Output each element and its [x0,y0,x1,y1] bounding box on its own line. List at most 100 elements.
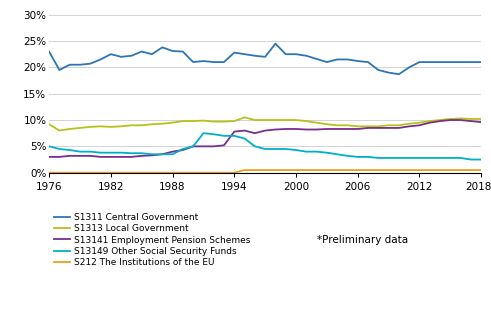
S13141 Employment Pension Schemes [385,126,391,130]
S212 The Institutions of the EU [447,168,453,172]
Line: S13141 Employment Pension Schemes: S13141 Employment Pension Schemes [49,120,481,157]
Line: S1313 Local Government: S1313 Local Government [49,117,481,131]
S13141 Employment Pension Schemes [283,127,289,131]
S13141 Employment Pension Schemes [314,127,320,131]
S13141 Employment Pension Schemes [87,154,93,158]
S13149 Other Social Security Funds [252,144,258,148]
S1313 Local Government [283,118,289,122]
S13149 Other Social Security Funds [139,151,145,155]
S1311 Central Government [67,63,73,67]
S13141 Employment Pension Schemes [180,148,186,152]
S212 The Institutions of the EU [211,171,217,175]
S1313 Local Government [334,123,340,127]
S212 The Institutions of the EU [56,171,62,175]
S1313 Local Government [314,121,320,125]
S1311 Central Government [273,42,278,46]
S13141 Employment Pension Schemes [437,119,443,123]
S1311 Central Government [56,68,62,72]
S1311 Central Government [252,54,258,58]
S212 The Institutions of the EU [77,171,83,175]
S212 The Institutions of the EU [437,168,443,172]
S1313 Local Government [149,122,155,126]
S212 The Institutions of the EU [118,171,124,175]
S13141 Employment Pension Schemes [231,130,237,133]
S13141 Employment Pension Schemes [190,144,196,148]
S13141 Employment Pension Schemes [98,155,104,159]
S1311 Central Government [447,60,453,64]
S1313 Local Government [87,125,93,129]
S1311 Central Government [139,50,145,53]
S13141 Employment Pension Schemes [355,127,361,131]
S212 The Institutions of the EU [478,168,484,172]
S1311 Central Government [416,60,422,64]
S212 The Institutions of the EU [427,168,433,172]
S212 The Institutions of the EU [458,168,464,172]
S13141 Employment Pension Schemes [149,154,155,157]
S212 The Institutions of the EU [190,171,196,175]
S1311 Central Government [108,52,114,56]
S212 The Institutions of the EU [385,168,391,172]
S13149 Other Social Security Funds [129,151,135,155]
S212 The Institutions of the EU [139,171,145,175]
S13141 Employment Pension Schemes [159,152,165,156]
S212 The Institutions of the EU [242,168,247,172]
S1313 Local Government [108,125,114,129]
S1311 Central Government [324,60,330,64]
S1311 Central Government [190,60,196,64]
S212 The Institutions of the EU [293,168,299,172]
S212 The Institutions of the EU [159,171,165,175]
S1311 Central Government [478,60,484,64]
S1313 Local Government [478,117,484,121]
S1311 Central Government [98,57,104,61]
S1313 Local Government [129,123,135,127]
S13141 Employment Pension Schemes [406,124,412,128]
S212 The Institutions of the EU [406,168,412,172]
S13141 Employment Pension Schemes [200,144,206,148]
S13141 Employment Pension Schemes [396,126,402,130]
S13149 Other Social Security Funds [478,158,484,161]
S13141 Employment Pension Schemes [56,155,62,159]
S13141 Employment Pension Schemes [242,129,247,133]
S212 The Institutions of the EU [324,168,330,172]
S13149 Other Social Security Funds [396,156,402,160]
S1311 Central Government [262,55,268,59]
S1313 Local Government [458,116,464,120]
S212 The Institutions of the EU [252,168,258,172]
S1311 Central Government [46,50,52,53]
Line: S1311 Central Government: S1311 Central Government [49,44,481,74]
S13149 Other Social Security Funds [46,144,52,148]
S212 The Institutions of the EU [108,171,114,175]
S1311 Central Government [231,51,237,55]
S13141 Employment Pension Schemes [67,154,73,158]
S1311 Central Government [396,72,402,76]
S13149 Other Social Security Funds [190,144,196,148]
S1313 Local Government [303,119,309,123]
S1313 Local Government [375,124,381,128]
S212 The Institutions of the EU [200,171,206,175]
S13149 Other Social Security Funds [406,156,412,160]
S1311 Central Government [303,54,309,58]
S212 The Institutions of the EU [303,168,309,172]
S13141 Employment Pension Schemes [345,127,351,131]
S13149 Other Social Security Funds [437,156,443,160]
S13149 Other Social Security Funds [314,150,320,154]
S13149 Other Social Security Funds [324,151,330,154]
S1311 Central Government [283,52,289,56]
S13149 Other Social Security Funds [87,150,93,154]
Line: S13149 Other Social Security Funds: S13149 Other Social Security Funds [49,133,481,160]
Legend: S1311 Central Government, S1313 Local Government, S13141 Employment Pension Sche: S1311 Central Government, S1313 Local Go… [54,213,251,267]
S13141 Employment Pension Schemes [77,154,83,158]
S212 The Institutions of the EU [129,171,135,175]
S13149 Other Social Security Funds [200,131,206,135]
S212 The Institutions of the EU [355,168,361,172]
S13141 Employment Pension Schemes [221,143,227,147]
S13149 Other Social Security Funds [98,151,104,154]
Line: S212 The Institutions of the EU: S212 The Institutions of the EU [49,170,481,173]
S1311 Central Government [345,57,351,61]
S13149 Other Social Security Funds [262,147,268,151]
S13149 Other Social Security Funds [303,150,309,154]
S212 The Institutions of the EU [273,168,278,172]
S13149 Other Social Security Funds [468,158,474,161]
S1313 Local Government [190,119,196,123]
S13149 Other Social Security Funds [334,152,340,156]
